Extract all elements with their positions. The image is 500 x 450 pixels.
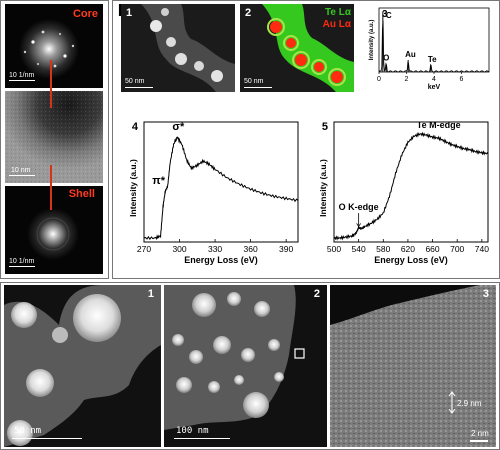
eds-spectrum-chart: 3C O Au Te 0 2 4 6 keV Intensity (a.u.) bbox=[359, 4, 495, 92]
b2-scale-label: 50 nm bbox=[244, 78, 264, 85]
eels-o-te-chart: 5 500 540 580 620 660 700 740 Energy Loss (eV) In… bbox=[306, 114, 498, 278]
eels-o-panel-number: 5 bbox=[322, 121, 328, 133]
panel-c-image-1: 1 50 nm bbox=[4, 285, 161, 447]
eels-c-pi-label: π* bbox=[152, 175, 165, 187]
panel-b-eds-map: 2 Te Lα Au Lα 50 nm bbox=[240, 4, 354, 92]
eds-xtick-label-4: 4 bbox=[432, 76, 436, 83]
eds-background bbox=[359, 4, 495, 92]
eels-c-spectrum-line bbox=[143, 136, 299, 241]
c1-scale-bar bbox=[12, 438, 82, 439]
c1-particles bbox=[4, 285, 161, 447]
eds-peak-label-te: Te bbox=[428, 55, 437, 64]
b1-scale-bar bbox=[125, 87, 153, 88]
eels-o-xtick-label-660: 660 bbox=[425, 244, 439, 254]
eels-o-xtick-label-500: 500 bbox=[327, 244, 341, 254]
eels-o-oxygen-arrow-head bbox=[356, 223, 361, 228]
eels-c-xtick-label-270: 270 bbox=[137, 244, 151, 254]
core-scale-bar bbox=[9, 80, 35, 81]
panel-c-image-3: 3 2.9 nm 2 nm bbox=[330, 285, 496, 447]
legend-au: Au Lα bbox=[322, 19, 351, 30]
eds-xtick-label-0: 0 bbox=[377, 76, 381, 83]
eds-panel-number: 3 bbox=[382, 9, 388, 20]
c1-scale-label: 50 nm bbox=[14, 426, 42, 436]
panel-a-frame bbox=[0, 0, 109, 279]
eels-c-sigma-label: σ* bbox=[172, 121, 185, 133]
eds-xlabel: keV bbox=[428, 84, 441, 91]
eds-peak-label-au: Au bbox=[405, 50, 416, 59]
b2-number: 2 bbox=[245, 7, 252, 19]
eels-c-xtick-label-330: 330 bbox=[208, 244, 222, 254]
eels-c-xtick-label-360: 360 bbox=[244, 244, 258, 254]
hrtem-scale-bar bbox=[9, 175, 35, 176]
shell-label: Shell bbox=[68, 188, 95, 200]
eds-peak-label-o: O bbox=[383, 54, 389, 63]
hrtem-image bbox=[5, 91, 103, 183]
legend-te: Te Lα bbox=[325, 7, 351, 18]
c2-scale-bar bbox=[174, 438, 230, 439]
panel-a-core-diffraction: Core 10 1/nm bbox=[5, 4, 103, 88]
c3-hrstem bbox=[330, 285, 496, 447]
b2-scale-bar bbox=[244, 87, 272, 88]
c3-scale-label: 2 nm bbox=[471, 429, 489, 438]
panel-a-shell-diffraction: Shell 10 1/nm bbox=[5, 186, 103, 274]
eels-carbon-chart: 4 270 300 330 360 390 Energy Loss (eV) Intensit… bbox=[116, 114, 306, 278]
eels-o-background bbox=[306, 114, 498, 278]
c2-number: 2 bbox=[313, 288, 320, 300]
eels-o-xlabel: Energy Loss (eV) bbox=[374, 255, 448, 265]
eels-o-oxygen-label: O K-edge bbox=[339, 202, 379, 212]
eels-c-axes-frame bbox=[143, 121, 299, 243]
c2-particles bbox=[164, 285, 305, 430]
eels-o-axes-frame bbox=[333, 121, 489, 243]
eels-o-te-label: Te M-edge bbox=[417, 120, 461, 130]
panel-a-arrows bbox=[50, 60, 52, 210]
eds-spectrum-line bbox=[379, 20, 490, 73]
eels-c-ylabel: Intensity (a.u.) bbox=[128, 159, 138, 217]
eds-xtick-label-2: 2 bbox=[405, 76, 409, 83]
haadf-particles bbox=[141, 4, 235, 92]
panel-b-haadf-image: 1 50 nm bbox=[121, 4, 235, 92]
b1-number: 1 bbox=[126, 7, 133, 19]
eels-o-xtick-label-540: 540 bbox=[352, 244, 366, 254]
shell-scale-label: 10 1/nm bbox=[9, 258, 35, 265]
c1-number: 1 bbox=[147, 288, 154, 300]
eels-o-xtick-label-620: 620 bbox=[401, 244, 415, 254]
hrtem-scale-label: 10 nm bbox=[11, 167, 31, 174]
c2-scale-label: 100 nm bbox=[176, 426, 209, 436]
eds-xtick-label-6: 6 bbox=[460, 76, 464, 83]
eels-c-panel-number: 4 bbox=[132, 121, 139, 133]
eels-o-ylabel: Intensity (a.u.) bbox=[318, 159, 328, 217]
c3-scale-bar bbox=[470, 440, 488, 442]
eels-o-spectrum-line bbox=[333, 131, 489, 241]
eels-c-background bbox=[116, 114, 306, 278]
eds-map-overlay bbox=[262, 4, 354, 92]
panel-a-hrtem: 10 nm bbox=[5, 91, 103, 183]
core-diffraction-pattern bbox=[19, 19, 79, 79]
eds-peak-label-c: C bbox=[386, 11, 392, 20]
c3-measure-label: 2.9 nm bbox=[457, 399, 482, 408]
eds-ylabel: Intensity (a.u.) bbox=[369, 20, 375, 61]
c3-number: 3 bbox=[482, 288, 489, 300]
panel-c-image-2: 2 100 nm bbox=[164, 285, 327, 447]
eels-o-xtick-label-740: 740 bbox=[475, 244, 489, 254]
eels-c-xlabel: Energy Loss (eV) bbox=[184, 255, 258, 265]
shell-scale-bar bbox=[9, 266, 35, 267]
eels-o-xtick-label-700: 700 bbox=[450, 244, 464, 254]
shell-diffraction-pattern bbox=[27, 208, 79, 260]
core-scale-label: 10 1/nm bbox=[9, 72, 35, 79]
core-label: Core bbox=[72, 8, 98, 20]
eels-c-xtick-label-300: 300 bbox=[172, 244, 186, 254]
eels-o-xtick-label-580: 580 bbox=[376, 244, 390, 254]
b1-scale-label: 50 nm bbox=[125, 78, 145, 85]
eels-c-xtick-label-390: 390 bbox=[279, 244, 293, 254]
